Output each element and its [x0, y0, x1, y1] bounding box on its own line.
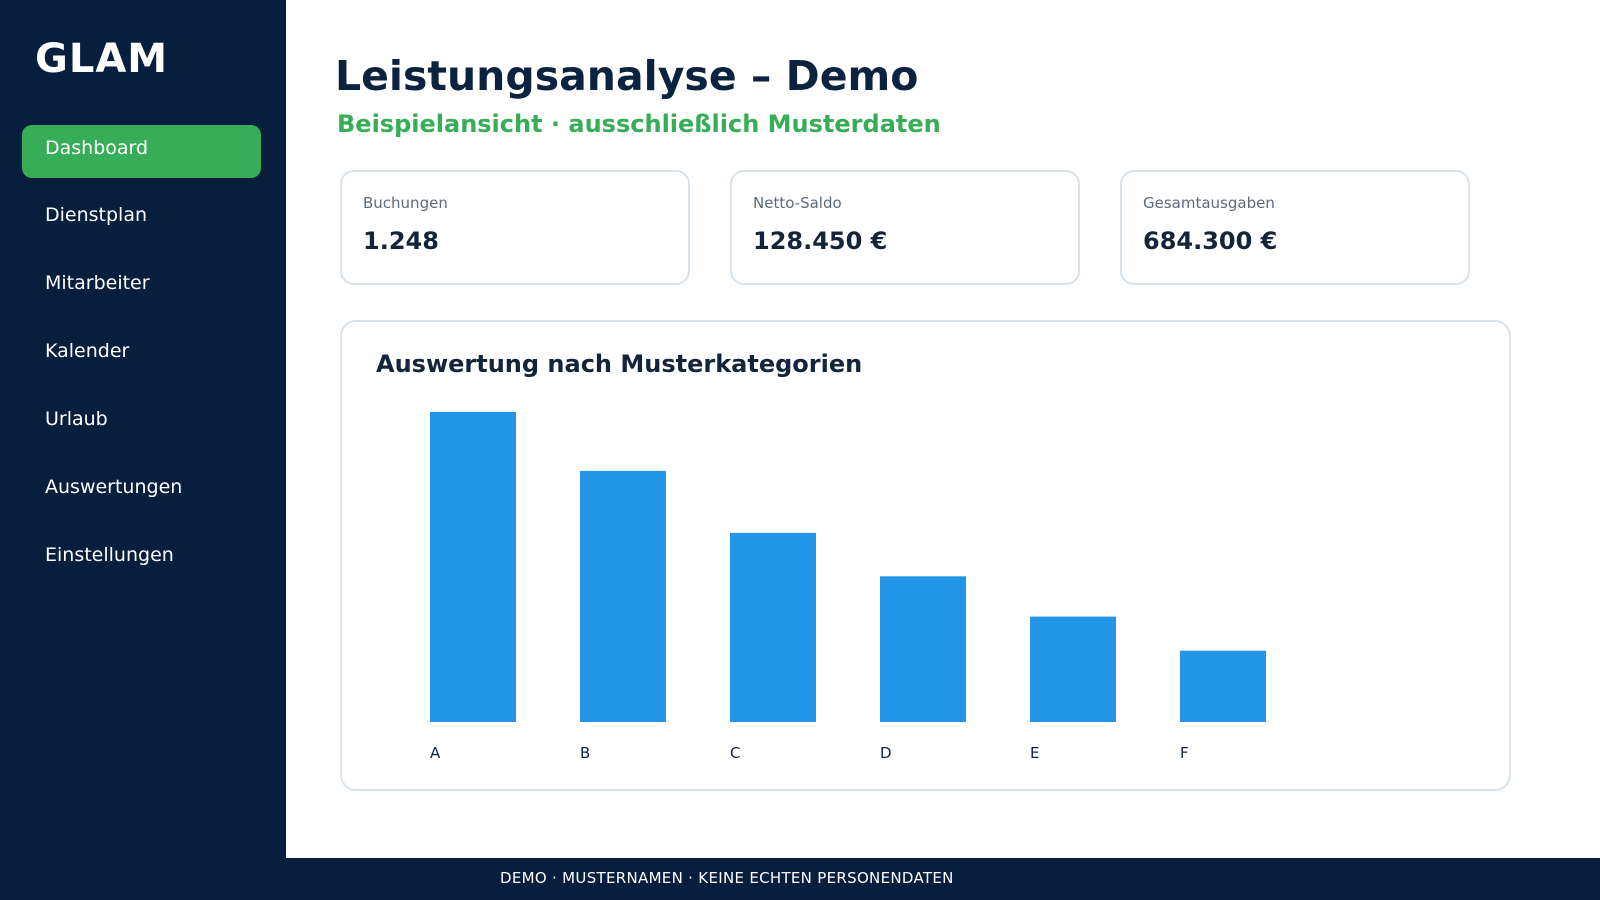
sidebar-item-dienstplan[interactable]: Dienstplan: [45, 204, 148, 226]
kpi-value: 1.248: [363, 227, 439, 255]
footer-notice: DEMO · MUSTERNAMEN · KEINE ECHTEN PERSON…: [500, 869, 954, 887]
x-tick-label: A: [430, 744, 441, 762]
sidebar: GLAM Dashboard Dienstplan Mitarbeiter Ka…: [0, 0, 286, 900]
bar-c: [730, 532, 816, 722]
bar-chart: A B C D E F: [430, 412, 1266, 762]
x-tick-label: F: [1180, 744, 1189, 762]
sidebar-item-mitarbeiter[interactable]: Mitarbeiter: [45, 272, 150, 294]
kpi-value: 684.300 €: [1143, 227, 1278, 255]
sidebar-item-dashboard[interactable]: Dashboard: [22, 125, 261, 178]
bar-f: [1180, 650, 1266, 722]
kpi-value: 128.450 €: [753, 227, 888, 255]
bar-b: [580, 470, 666, 722]
kpi-label: Netto-Saldo: [753, 194, 842, 212]
sidebar-item-urlaub[interactable]: Urlaub: [45, 408, 108, 430]
kpi-label: Buchungen: [363, 194, 448, 212]
kpi-card-buchungen: Buchungen 1.248: [340, 170, 690, 285]
sidebar-item-kalender[interactable]: Kalender: [45, 340, 130, 362]
page-subtitle: Beispielansicht · ausschließlich Musterd…: [337, 110, 941, 138]
kpi-card-netto-saldo: Netto-Saldo 128.450 €: [730, 170, 1080, 285]
kpi-label: Gesamtausgaben: [1143, 194, 1275, 212]
x-tick-label: D: [880, 744, 892, 762]
x-tick-label: C: [730, 744, 740, 762]
sidebar-item-einstellungen[interactable]: Einstellungen: [45, 544, 174, 566]
page-title: Leistungsanalyse – Demo: [335, 52, 919, 100]
x-tick-label: B: [580, 744, 590, 762]
chart-title: Auswertung nach Musterkategorien: [376, 350, 863, 378]
brand-logo: GLAM: [35, 36, 169, 82]
footer-bar: DEMO · MUSTERNAMEN · KEINE ECHTEN PERSON…: [286, 858, 1600, 900]
bar-e: [1030, 616, 1116, 722]
kpi-card-gesamtausgaben: Gesamtausgaben 684.300 €: [1120, 170, 1470, 285]
chart-card: Auswertung nach Musterkategorien A B C D E F: [340, 320, 1511, 791]
sidebar-item-auswertungen[interactable]: Auswertungen: [45, 476, 183, 498]
x-tick-label: E: [1030, 744, 1039, 762]
bar-d: [880, 576, 966, 722]
bar-a: [430, 412, 516, 722]
